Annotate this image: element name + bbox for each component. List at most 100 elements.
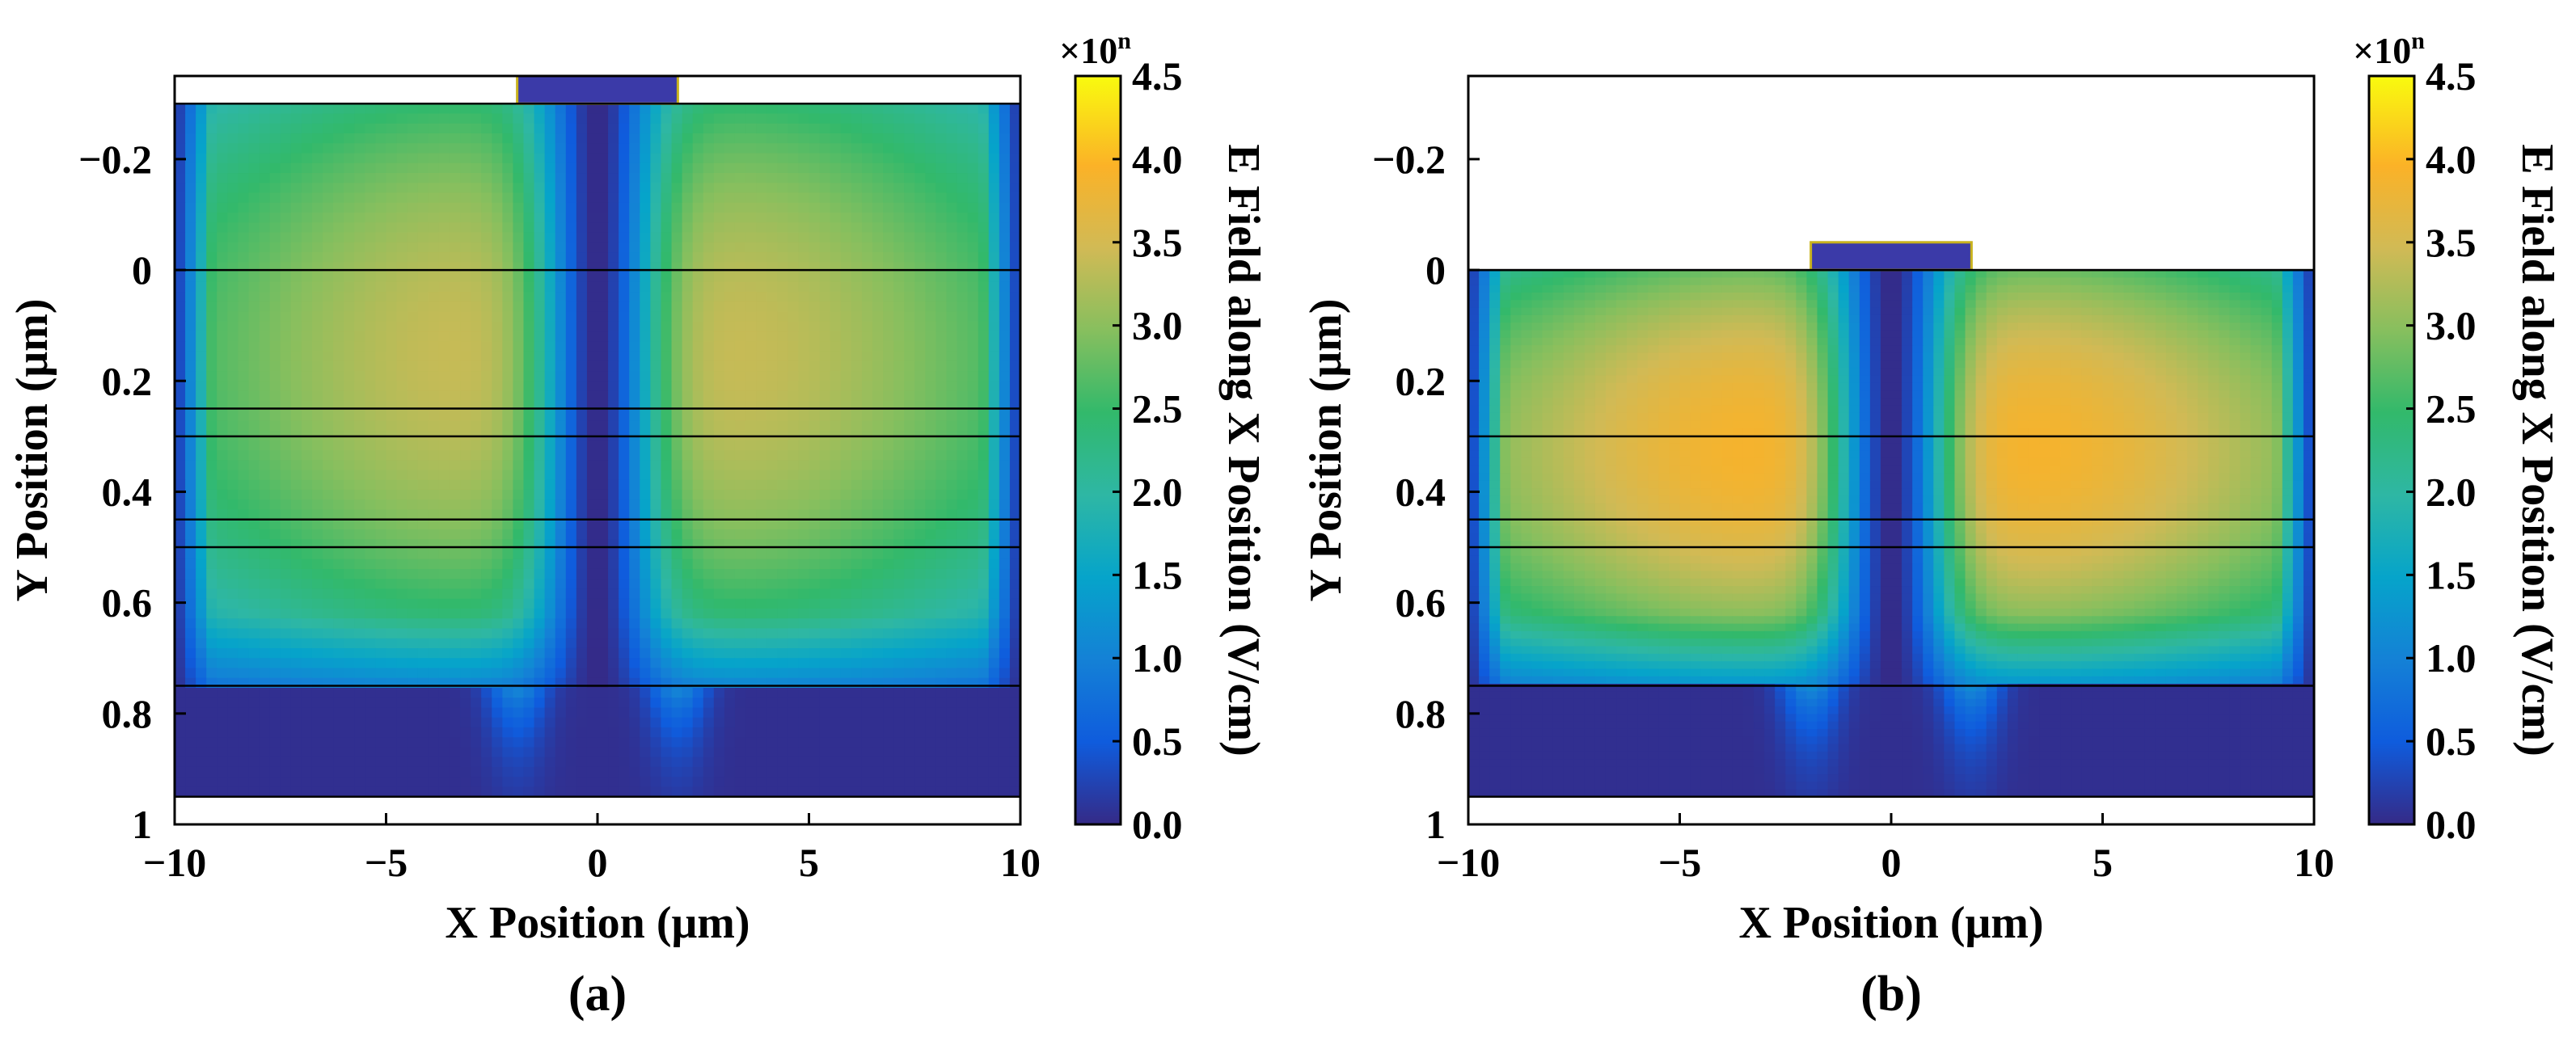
heatmap-cell bbox=[745, 202, 757, 213]
heatmap-cell bbox=[428, 351, 440, 362]
heatmap-cell bbox=[830, 103, 842, 115]
heatmap-cell bbox=[428, 647, 440, 659]
heatmap-cell bbox=[777, 668, 788, 679]
heatmap-cell bbox=[280, 558, 292, 570]
heatmap-cell bbox=[967, 252, 979, 263]
heatmap-cell bbox=[851, 311, 863, 322]
heatmap-cell bbox=[417, 499, 429, 511]
heatmap-cell bbox=[629, 153, 640, 164]
heatmap-cell bbox=[471, 628, 482, 639]
heatmap-cell bbox=[534, 162, 546, 174]
heatmap-cell bbox=[819, 232, 831, 243]
heatmap-cell bbox=[861, 558, 873, 570]
heatmap-cell bbox=[809, 213, 821, 223]
heatmap-cell bbox=[438, 717, 450, 728]
heatmap-cell bbox=[565, 479, 577, 491]
heatmap-cell bbox=[830, 371, 842, 381]
heatmap-cell bbox=[734, 143, 746, 154]
heatmap-cell bbox=[724, 360, 736, 372]
heatmap-cell bbox=[608, 331, 619, 342]
heatmap-cell bbox=[428, 687, 440, 698]
heatmap-cell bbox=[227, 658, 239, 669]
heatmap-cell bbox=[883, 618, 894, 630]
heatmap-cell bbox=[756, 103, 767, 115]
heatmap-cell bbox=[946, 272, 958, 283]
heatmap-cell bbox=[967, 638, 979, 649]
heatmap-cell bbox=[893, 628, 905, 639]
heatmap-cell bbox=[185, 192, 196, 204]
heatmap-cell bbox=[365, 173, 377, 183]
heatmap-cell bbox=[872, 411, 884, 421]
heatmap-cell bbox=[217, 588, 228, 600]
heatmap-cell bbox=[777, 222, 788, 234]
heatmap-cell bbox=[777, 450, 788, 461]
heatmap-cell bbox=[861, 499, 873, 511]
heatmap-cell bbox=[217, 113, 228, 124]
heatmap-cell bbox=[269, 668, 281, 679]
heatmap-cell bbox=[640, 549, 651, 560]
heatmap-cell bbox=[586, 450, 598, 461]
heatmap-cell bbox=[703, 519, 715, 530]
heatmap-cell bbox=[565, 549, 577, 560]
heatmap-cell bbox=[608, 301, 619, 313]
heatmap-cell bbox=[175, 549, 186, 560]
heatmap-cell bbox=[978, 252, 990, 263]
heatmap-cell bbox=[893, 658, 905, 669]
heatmap-cell bbox=[396, 272, 408, 283]
heatmap-cell bbox=[851, 341, 863, 352]
heatmap-cell bbox=[851, 411, 863, 421]
heatmap-cell bbox=[788, 113, 800, 124]
heatmap-cell bbox=[999, 598, 1011, 609]
heatmap-cell bbox=[354, 668, 365, 679]
heatmap-cell bbox=[925, 153, 936, 164]
heatmap-cell bbox=[502, 202, 513, 213]
heatmap-cell bbox=[323, 381, 334, 392]
heatmap-cell bbox=[290, 588, 302, 600]
heatmap-cell bbox=[460, 381, 471, 392]
heatmap-cell bbox=[883, 499, 894, 511]
heatmap-cell bbox=[248, 420, 260, 432]
heatmap-cell bbox=[386, 420, 398, 432]
heatmap-cell bbox=[872, 272, 884, 283]
heatmap-cell bbox=[925, 489, 936, 500]
heatmap-cell bbox=[745, 242, 757, 253]
heatmap-cell bbox=[502, 450, 513, 461]
heatmap-cell bbox=[344, 717, 355, 728]
heatmap-cell bbox=[365, 133, 377, 144]
heatmap-cell bbox=[333, 618, 344, 630]
heatmap-cell bbox=[629, 628, 640, 639]
heatmap-cell bbox=[365, 381, 377, 392]
heatmap-cell bbox=[724, 628, 736, 639]
heatmap-cell bbox=[449, 213, 461, 223]
heatmap-cell bbox=[438, 549, 450, 560]
heatmap-cell bbox=[375, 202, 387, 213]
heatmap-cell bbox=[502, 698, 513, 709]
heatmap-cell bbox=[323, 450, 334, 461]
heatmap-cell bbox=[523, 558, 535, 570]
heatmap-cell bbox=[904, 470, 915, 481]
heatmap-cell bbox=[365, 717, 377, 728]
heatmap-cell bbox=[438, 321, 450, 332]
heatmap-cell bbox=[344, 390, 355, 402]
heatmap-cell bbox=[238, 301, 250, 313]
heatmap-cell bbox=[471, 470, 482, 481]
heatmap-cell bbox=[523, 489, 535, 500]
heatmap-cell bbox=[544, 450, 556, 461]
heatmap-cell bbox=[449, 568, 461, 580]
heatmap-cell bbox=[523, 509, 535, 520]
heatmap-cell bbox=[523, 598, 535, 609]
heatmap-cell bbox=[449, 232, 461, 243]
heatmap-cell bbox=[471, 440, 482, 451]
heatmap-cell bbox=[745, 647, 757, 659]
heatmap-cell bbox=[967, 213, 979, 223]
heatmap-cell bbox=[619, 202, 630, 213]
heatmap-cell bbox=[185, 321, 196, 332]
heatmap-cell bbox=[555, 183, 567, 194]
heatmap-cell bbox=[967, 668, 979, 679]
heatmap-cell bbox=[925, 222, 936, 234]
heatmap-cell bbox=[598, 281, 609, 293]
heatmap-cell bbox=[481, 143, 492, 154]
heatmap-cell bbox=[185, 123, 196, 134]
heatmap-cell bbox=[724, 143, 736, 154]
heatmap-cell bbox=[354, 192, 365, 204]
